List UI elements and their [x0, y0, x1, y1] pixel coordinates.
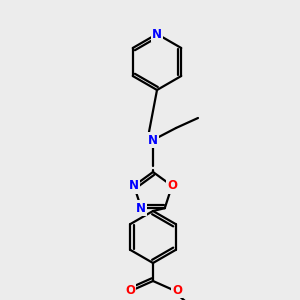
- Text: N: N: [148, 134, 158, 146]
- Text: N: N: [136, 202, 146, 215]
- Text: O: O: [172, 284, 182, 296]
- Text: O: O: [167, 179, 177, 192]
- Text: N: N: [152, 28, 162, 40]
- Text: O: O: [125, 284, 135, 298]
- Text: N: N: [129, 179, 139, 192]
